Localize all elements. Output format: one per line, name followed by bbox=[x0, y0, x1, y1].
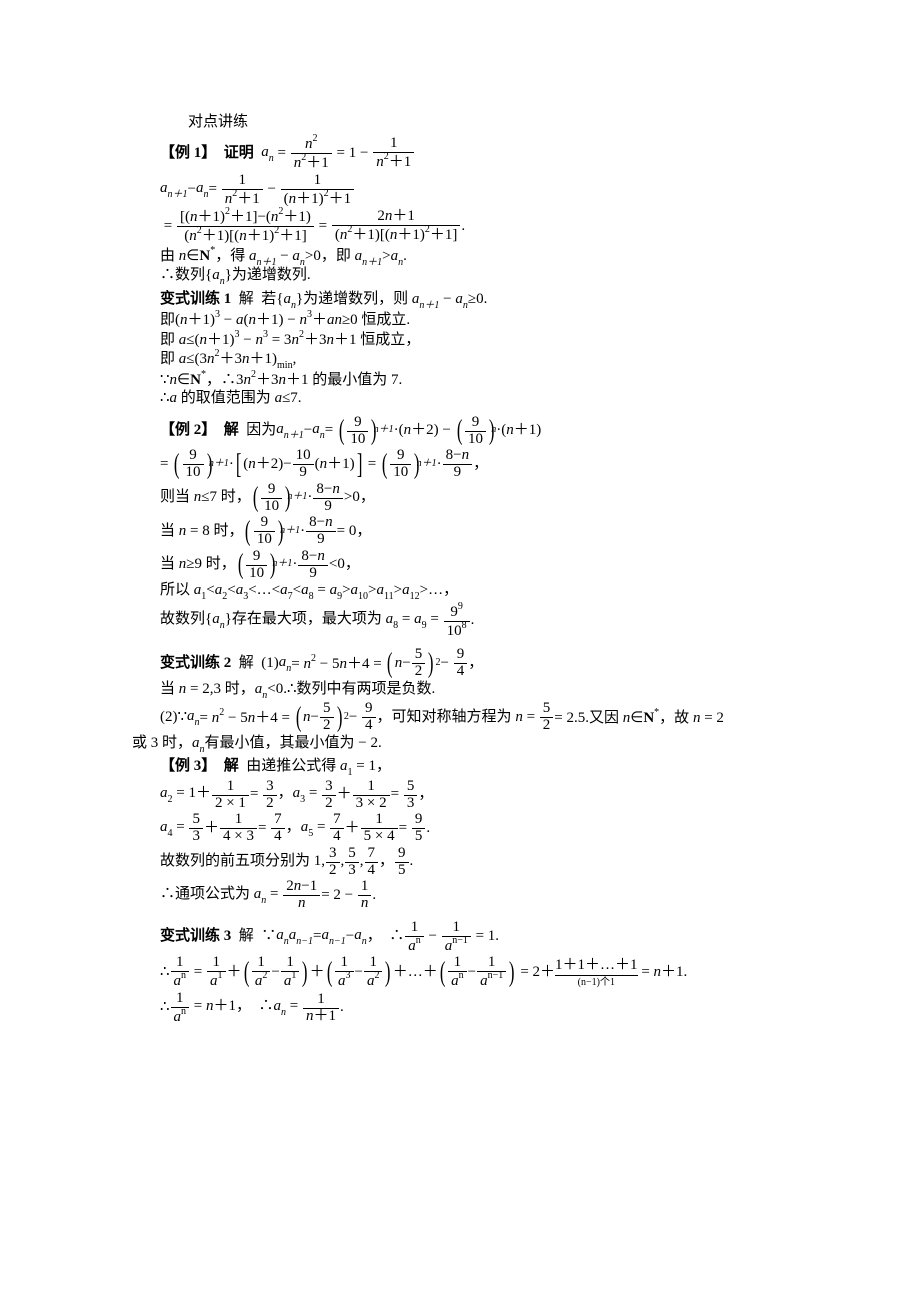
var1-line2: 即 a≤(n＋1)3 − n3 = 3n2＋3n＋1 恒成立， bbox=[160, 330, 840, 349]
var3-line2: ∴ 1an = n＋1， ∴an = 1n＋1 . bbox=[160, 991, 840, 1026]
ex2-line6: 故数列{an}存在最大项，最大项为 a8 = a9 = 99108. bbox=[160, 603, 840, 640]
ex2-line3: 当 n = 8 时， (910) n＋1· 8−n9 = 0， bbox=[160, 515, 840, 548]
proof-label: 证明 bbox=[224, 145, 254, 162]
ex2-line0: 【例 2】 解 因为 an＋1 − an = (910) n＋1·(n＋2) −… bbox=[160, 415, 840, 448]
var3-line0: 变式训练 3 解 ∵ anan−1 = an−1 − an ， ∴ 1an − … bbox=[160, 920, 840, 955]
ex1-line1: an＋1 − an = 1n2＋1 − 1(n＋1)2＋1 bbox=[160, 173, 840, 208]
underbrace: 1＋1＋…＋1 (n−1)个1 bbox=[555, 957, 638, 988]
var2-line1: 当 n = 2,3 时，an<0.∴数列中有两项是负数. bbox=[160, 681, 840, 701]
ex2-line2: 则当 n≤7 时， (910) n＋1· 8−n9 >0， bbox=[160, 482, 840, 515]
ex3-line1: a2 = 1＋ 12 × 1 = 32 ，a3 = 32＋ 13 × 2 = 5… bbox=[160, 779, 840, 812]
ex3-line4: ∴通项公式为 an = 2n−1n = 2 − 1n. bbox=[160, 879, 840, 912]
ex2-line1: = (910) n＋1· [ (n＋2)− 109 (n＋1) ] = (910… bbox=[160, 448, 840, 481]
frac-n2-n2p1: n2 n2＋1 bbox=[291, 135, 332, 172]
var1-line3: 即 a≤(3n2＋3n＋1)min, bbox=[160, 349, 840, 371]
var1-line1: 即(n＋1)3 − a(n＋1) − n3＋an≥0 恒成立. bbox=[160, 310, 840, 329]
ex1-line4: ∴数列{an}为递增数列. bbox=[160, 267, 840, 287]
ex1-line2: = [(n＋1)2＋1]−(n2＋1)(n2＋1)[(n＋1)2＋1] = 2n… bbox=[160, 208, 840, 245]
var1-line0: 变式训练 1 解 若{an}为递增数列，则 an＋1 − an≥0. bbox=[160, 291, 840, 311]
var1-line5: ∴a 的取值范围为 a≤7. bbox=[160, 390, 840, 407]
ex1-line3: 由 n∈N*，得 an＋1 − an>0，即 an＋1>an. bbox=[160, 246, 840, 268]
ex3-line3: 故数列的前五项分别为 1, 32, 53, 74， 95. bbox=[160, 846, 840, 879]
ex2-line4: 当 n≥9 时， (910) n＋1· 8−n9 <0， bbox=[160, 549, 840, 582]
var2-line2: (2)∵an = n2 − 5n＋4 = (n−52) 2 − 94 ，可知对称… bbox=[160, 701, 840, 734]
var2-line0: 变式训练 2 解 (1) an = n2 − 5n＋4 = (n−52) 2 −… bbox=[160, 647, 840, 680]
ex3-line2: a4 = 53＋ 14 × 3 = 74 ，a5 = 74＋ 15 × 4 = … bbox=[160, 812, 840, 845]
ex3-line0: 【例 3】 解 由递推公式得 a1 = 1， bbox=[160, 758, 840, 778]
var2-line3: 或 3 时，an有最小值，其最小值为 − 2. bbox=[132, 735, 840, 755]
var3-line1: ∴ 1an = 1a1 ＋ ( 1a2 − 1a1 ) ＋ ( 1a3 − 1a… bbox=[160, 955, 840, 990]
page-body: 对点讲练 【例 1】 证明 an = n2 n2＋1 = 1 − 1 n2＋1 … bbox=[0, 0, 920, 1302]
ex2-line5: 所以 a1<a2<a3<…<a7<a8 = a9>a10>a11>a12>…， bbox=[160, 582, 840, 602]
section-title: 对点讲练 bbox=[188, 114, 840, 131]
var1-line4: ∵n∈N*，∴3n2＋3n＋1 的最小值为 7. bbox=[160, 370, 840, 389]
ex1-line0: 【例 1】 证明 an = n2 n2＋1 = 1 − 1 n2＋1 bbox=[160, 135, 840, 172]
ex1-label: 【例 1】 bbox=[160, 145, 216, 162]
frac-1-n2p1: 1 n2＋1 bbox=[373, 136, 414, 171]
